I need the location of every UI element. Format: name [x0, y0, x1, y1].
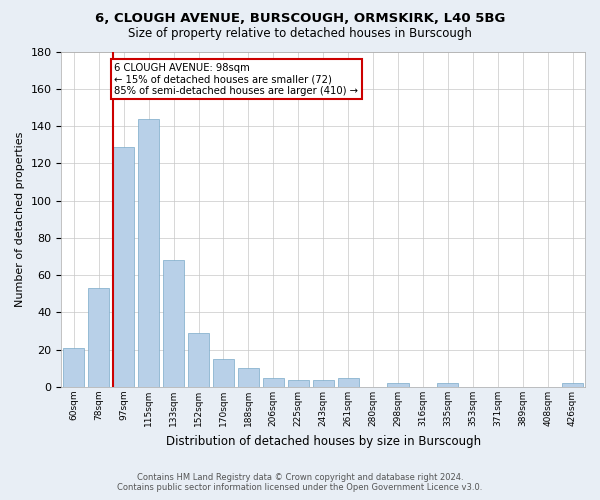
Bar [63, 348, 85, 387]
Bar [138, 118, 159, 387]
Bar [562, 384, 583, 387]
Bar [88, 288, 109, 387]
Bar [338, 378, 359, 387]
Bar [163, 260, 184, 387]
Text: Size of property relative to detached houses in Burscough: Size of property relative to detached ho… [128, 28, 472, 40]
Bar [113, 146, 134, 387]
Bar [188, 333, 209, 387]
Y-axis label: Number of detached properties: Number of detached properties [15, 132, 25, 307]
Bar [388, 384, 409, 387]
Text: Contains HM Land Registry data © Crown copyright and database right 2024.
Contai: Contains HM Land Registry data © Crown c… [118, 473, 482, 492]
Bar [437, 384, 458, 387]
Bar [238, 368, 259, 387]
Text: 6 CLOUGH AVENUE: 98sqm
← 15% of detached houses are smaller (72)
85% of semi-det: 6 CLOUGH AVENUE: 98sqm ← 15% of detached… [115, 62, 358, 96]
X-axis label: Distribution of detached houses by size in Burscough: Distribution of detached houses by size … [166, 434, 481, 448]
Bar [213, 359, 234, 387]
Text: 6, CLOUGH AVENUE, BURSCOUGH, ORMSKIRK, L40 5BG: 6, CLOUGH AVENUE, BURSCOUGH, ORMSKIRK, L… [95, 12, 505, 26]
Bar [313, 380, 334, 387]
Bar [263, 378, 284, 387]
Bar [287, 380, 309, 387]
